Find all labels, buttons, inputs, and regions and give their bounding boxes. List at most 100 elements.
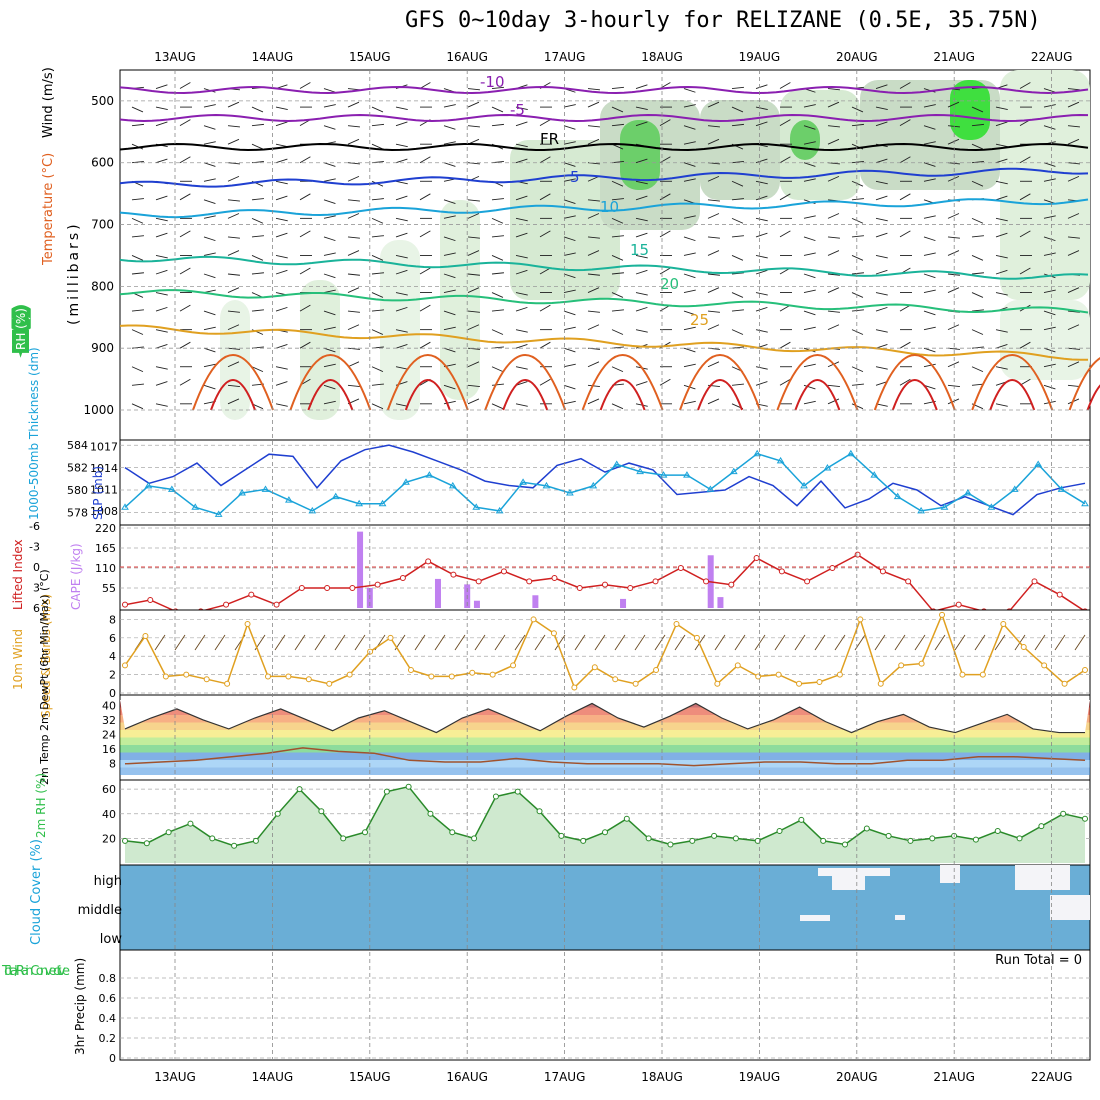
- slp-line: [124, 452, 1086, 516]
- wind-barb: [131, 217, 144, 224]
- wind-barb: [443, 347, 456, 353]
- wind-barb: [827, 88, 840, 91]
- rh2m-point: [514, 788, 521, 795]
- rh2m-label: 2m RH (%): [34, 773, 48, 838]
- rh2m-point: [1082, 815, 1088, 822]
- cape-tick: 165: [95, 542, 116, 555]
- wind-barb: [659, 230, 671, 238]
- wind-barb: [755, 329, 768, 333]
- wind-barb: [587, 88, 600, 91]
- wind-barb: [131, 198, 144, 201]
- wind-barb: [227, 213, 240, 219]
- wind-barb: [707, 199, 720, 202]
- wind-barb: [467, 125, 480, 128]
- wind-barb: [995, 217, 1008, 222]
- lifted-index-point: [703, 578, 710, 585]
- wind-barb: [323, 273, 336, 279]
- wind-barb: [299, 267, 311, 275]
- wind-barb: [587, 213, 600, 219]
- wind-barb: [443, 310, 456, 316]
- cloud-tick: low: [100, 932, 123, 947]
- slp-point: [1081, 499, 1089, 507]
- wind-barb: [539, 378, 551, 386]
- wind-barb: [731, 123, 744, 127]
- wind-barb: [491, 366, 504, 373]
- wind-barb: [755, 121, 768, 127]
- rh-blob: [1000, 70, 1090, 300]
- slp-point: [964, 489, 972, 496]
- wind-barb: [275, 255, 288, 259]
- thickness-line: [124, 444, 1086, 516]
- cloud-block: [1015, 865, 1070, 890]
- rh-blob: [510, 140, 620, 300]
- wind-barb: [443, 104, 456, 108]
- wind-barb: [203, 199, 216, 204]
- wind-barb: [899, 193, 911, 201]
- wind-barb: [227, 101, 240, 108]
- wind-barb: [467, 250, 480, 256]
- lifted-index-point: [1031, 578, 1038, 585]
- slp-point: [987, 503, 996, 510]
- slp-point: [893, 492, 902, 500]
- wind-barb: [275, 306, 288, 312]
- wind-barb: [563, 384, 576, 390]
- slp-point: [425, 471, 434, 478]
- wind-barb: [971, 346, 984, 349]
- wind-barb: [299, 193, 311, 201]
- cape-tick: 220: [95, 522, 116, 535]
- wind-barb: [851, 272, 864, 275]
- wind-barb: [923, 363, 936, 368]
- wind-barb: [1043, 125, 1056, 130]
- wind-barb: [347, 361, 360, 368]
- wind-barb: [515, 292, 528, 296]
- wind-barb: [251, 309, 264, 312]
- wind-barb: [347, 199, 360, 202]
- slp-point: [355, 499, 364, 507]
- cloud-cover-plot: high middle low: [78, 865, 1090, 947]
- contour-label: 10: [600, 198, 619, 216]
- lifted-index-point: [324, 585, 331, 591]
- cloud-tick: high: [94, 874, 122, 889]
- wind-barb: [851, 403, 864, 410]
- wind-barb: [1067, 384, 1080, 387]
- wind10m-barb: [434, 634, 446, 651]
- wind10m-point: [693, 634, 700, 641]
- wind-barb: [251, 255, 264, 261]
- wind-barb: [491, 403, 504, 410]
- wind-barb: [539, 341, 551, 349]
- date-label-top: 21AUG: [933, 50, 975, 64]
- wind-barb: [227, 287, 240, 293]
- rh2m-point: [165, 829, 172, 836]
- li-tick: -6: [29, 520, 40, 533]
- lifted-index-point: [905, 578, 912, 585]
- wind10m-point: [714, 680, 721, 687]
- wind-barb: [587, 310, 600, 313]
- wind-barb: [731, 180, 744, 187]
- cloud-label: Cloud Cover (%): [29, 839, 44, 945]
- wind-barb: [923, 104, 936, 108]
- wind-barb: [779, 119, 791, 127]
- rh2m-point: [492, 793, 499, 800]
- lifted-index-label: Lifted Index: [11, 539, 25, 610]
- slp-point: [519, 478, 527, 485]
- wind-barb: [467, 199, 480, 202]
- wind-barb: [131, 329, 144, 335]
- wind10m-point: [591, 664, 598, 671]
- wind-barb: [971, 329, 984, 335]
- wind-barb: [1043, 289, 1056, 293]
- wind-barb: [707, 125, 720, 128]
- wind-barb: [395, 306, 408, 312]
- wind-barb: [587, 250, 600, 256]
- lifted-index-point: [576, 585, 583, 591]
- wind-barb: [515, 106, 528, 111]
- wind-barb: [851, 235, 864, 238]
- rh2m-area: [125, 786, 1085, 863]
- lowlevel-contour: [873, 354, 956, 411]
- rh2m-point: [842, 841, 848, 848]
- wind-barb: [1019, 193, 1031, 201]
- wind-barb: [803, 141, 816, 145]
- wind10m-point: [469, 669, 476, 676]
- wind-barb: [203, 236, 216, 242]
- rh2m-point: [427, 810, 434, 817]
- temp-line: [124, 702, 1085, 734]
